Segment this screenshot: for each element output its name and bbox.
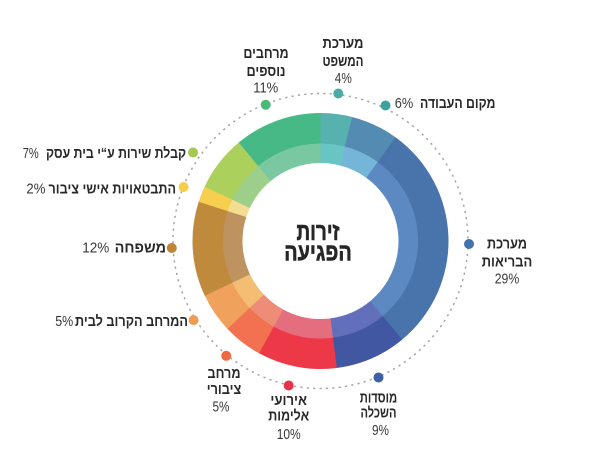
svg-text:המשפט: המשפט	[323, 54, 364, 70]
svg-text:10%: 10%	[277, 426, 301, 443]
svg-text:מרחב: מרחב	[208, 366, 241, 382]
svg-text:4%: 4%	[335, 70, 352, 87]
svg-text:השכלה: השכלה	[361, 406, 397, 422]
svg-text:6%: 6%	[395, 95, 414, 112]
svg-text:אלימות: אלימות	[268, 409, 309, 425]
svg-text:ציבורי: ציבורי	[207, 382, 242, 398]
svg-text:מערכת: מערכת	[323, 36, 364, 52]
svg-text:זירות: זירות	[297, 218, 340, 246]
svg-text:7%: 7%	[23, 145, 39, 162]
svg-text:מרחבים: מרחבים	[243, 46, 288, 62]
svg-text:הפגיעה: הפגיעה	[284, 239, 352, 267]
svg-text:5%: 5%	[213, 399, 230, 416]
svg-text:11%: 11%	[253, 80, 278, 97]
svg-text:אירועי: אירועי	[270, 393, 307, 409]
svg-text:נוספים: נוספים	[247, 64, 286, 80]
svg-text:2%: 2%	[26, 181, 45, 198]
svg-text:12%: 12%	[82, 240, 109, 257]
svg-text:קבלת שירות ע“י בית עסק: קבלת שירות ע“י בית עסק	[46, 146, 186, 162]
svg-text:המרחב הקרוב לבית: המרחב הקרוב לבית	[75, 314, 188, 330]
svg-text:התבטאויות אישי ציבור: התבטאויות אישי ציבור	[49, 182, 177, 198]
svg-text:מקום העבודה: מקום העבודה	[420, 96, 496, 112]
svg-text:משפחה: משפחה	[115, 241, 166, 257]
svg-text:מערכת: מערכת	[487, 237, 527, 253]
svg-text:29%: 29%	[495, 271, 520, 288]
svg-text:5%: 5%	[55, 313, 73, 330]
svg-text:9%: 9%	[372, 422, 389, 439]
svg-text:מוסדות: מוסדות	[360, 391, 398, 407]
svg-text:הבריאות: הבריאות	[482, 255, 533, 271]
